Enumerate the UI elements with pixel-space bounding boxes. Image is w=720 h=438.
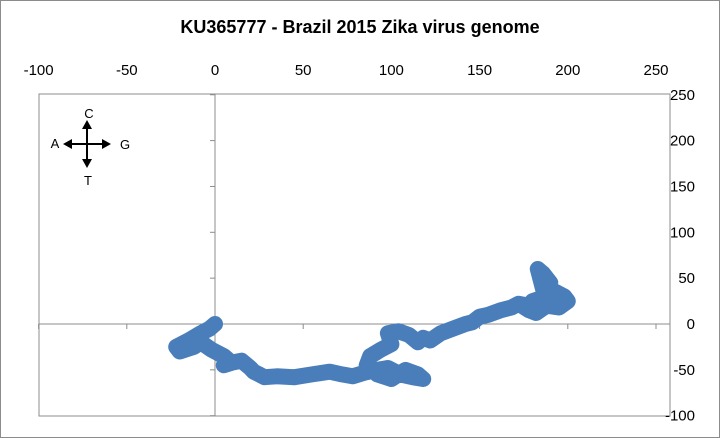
data-point: [335, 367, 350, 382]
data-point: [322, 364, 337, 379]
y-tick-label: 200: [670, 133, 695, 150]
data-point: [172, 344, 187, 359]
y-tick-label: 0: [687, 316, 695, 333]
data-point: [373, 342, 388, 357]
x-tick-label: 0: [211, 62, 219, 79]
data-point: [363, 349, 378, 364]
data-point: [193, 335, 208, 350]
data-point: [530, 261, 545, 276]
y-tick-label: 250: [670, 87, 695, 104]
x-tick-label: 250: [643, 62, 668, 79]
data-point: [269, 369, 284, 384]
data-point: [287, 370, 302, 385]
compass-label-down: T: [84, 173, 92, 188]
compass-label-up: C: [84, 106, 93, 121]
data-point: [370, 367, 385, 382]
data-point: [345, 369, 360, 384]
y-tick-label: -50: [673, 362, 695, 379]
x-tick-label: -100: [24, 62, 54, 79]
y-tick-label: 50: [678, 270, 695, 287]
data-point: [305, 367, 320, 382]
data-point: [536, 282, 551, 297]
data-point: [384, 337, 399, 352]
data-point: [493, 303, 508, 318]
x-tick-label: 150: [467, 62, 492, 79]
compass-label-right: G: [120, 137, 130, 152]
x-tick-label: 50: [295, 62, 312, 79]
data-point: [446, 321, 461, 336]
data-point: [380, 361, 395, 376]
x-tick-label: 200: [555, 62, 580, 79]
compass-icon: [63, 120, 111, 168]
data-point: [391, 324, 406, 339]
y-tick-label: 150: [670, 178, 695, 195]
chart-title: KU365777 - Brazil 2015 Zika virus genome: [180, 17, 540, 37]
data-point: [384, 372, 399, 387]
data-point: [539, 298, 554, 313]
y-tick-label: 100: [670, 224, 695, 241]
data-point: [423, 333, 438, 348]
data-point: [380, 326, 395, 341]
data-point: [481, 307, 496, 322]
data-point: [514, 298, 529, 313]
data-point: [551, 300, 566, 315]
data-point: [398, 362, 413, 377]
plot-area-border: [38, 93, 671, 417]
x-tick-label: -50: [116, 62, 138, 79]
x-tick-label: 100: [379, 62, 404, 79]
data-point: [204, 342, 219, 357]
data-point: [257, 370, 272, 385]
data-point: [410, 367, 425, 382]
data-point: [433, 326, 448, 341]
compass-label-left: A: [51, 136, 60, 151]
y-tick-label: -100: [665, 408, 695, 425]
